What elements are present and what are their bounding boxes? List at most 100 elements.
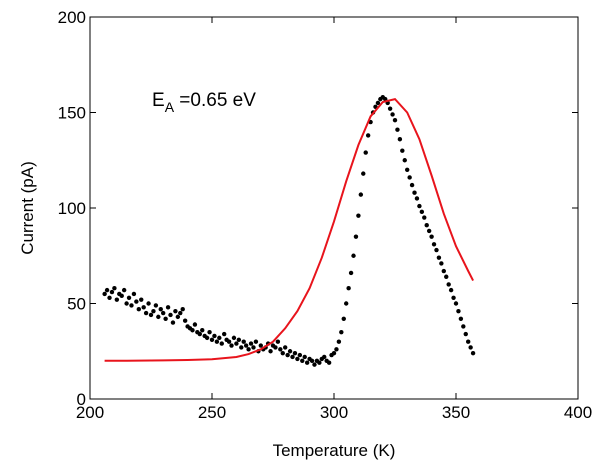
data-point — [470, 350, 476, 356]
data-point — [326, 360, 332, 365]
data-point — [222, 331, 227, 337]
annotation: EA =0.65 eV — [152, 90, 256, 115]
data-point — [456, 308, 461, 314]
data-point — [451, 295, 456, 300]
y-axis-ticks: 0 50 100 150 200 — [58, 8, 578, 409]
annotation-rest: =0.65 eV — [174, 90, 256, 111]
data-point — [268, 349, 273, 354]
x-tick-label: 250 — [198, 403, 226, 422]
data-point — [163, 316, 168, 321]
data-point — [197, 331, 202, 337]
x-tick-label: 400 — [564, 403, 592, 422]
data-point — [339, 329, 344, 335]
data-point — [419, 209, 425, 215]
data-point — [165, 305, 171, 310]
data-point — [180, 307, 185, 312]
data-point — [109, 289, 115, 295]
data-point — [158, 307, 163, 312]
data-point — [204, 335, 210, 341]
data-point — [290, 354, 295, 360]
data-point — [168, 312, 173, 318]
data-point — [353, 234, 359, 239]
data-point — [458, 316, 464, 321]
data-point — [251, 345, 256, 350]
data-point — [414, 196, 420, 201]
plot-frame — [89, 16, 579, 400]
data-point — [344, 301, 349, 306]
x-axis-label: Temperature (K) — [273, 441, 396, 460]
data-point — [248, 341, 254, 346]
data-point — [424, 222, 429, 228]
data-point — [102, 291, 107, 297]
data-point — [309, 358, 315, 363]
data-point — [146, 301, 151, 306]
data-point — [395, 127, 400, 132]
data-point — [241, 339, 246, 344]
data-point — [300, 358, 305, 363]
data-point — [409, 182, 415, 188]
data-point — [200, 328, 205, 333]
data-point — [112, 286, 117, 291]
data-point — [375, 100, 381, 106]
data-point — [175, 314, 181, 320]
data-point — [405, 167, 410, 172]
data-point — [312, 362, 317, 367]
data-point — [441, 268, 446, 274]
data-point — [119, 293, 124, 299]
data-point — [331, 350, 337, 356]
data-point — [397, 137, 403, 142]
data-point — [341, 316, 346, 321]
data-point — [387, 106, 393, 111]
data-point — [161, 310, 166, 316]
data-point — [217, 335, 222, 341]
data-point — [412, 190, 417, 195]
data-point — [219, 341, 224, 346]
fit-curve-line — [104, 97, 474, 362]
data-point — [143, 310, 149, 316]
y-axis-label: Current (pA) — [18, 161, 37, 255]
data-point — [334, 347, 339, 352]
data-point — [226, 339, 232, 344]
data-point — [214, 339, 220, 344]
data-point — [392, 117, 398, 123]
data-point — [129, 303, 134, 308]
data-point — [207, 329, 212, 335]
data-point — [446, 282, 451, 287]
data-point — [136, 307, 141, 312]
data-point — [170, 320, 176, 325]
data-point — [121, 287, 127, 293]
y-tick-label: 0 — [77, 390, 86, 409]
annotation-sub: A — [165, 99, 175, 115]
x-tick-label: 350 — [442, 403, 470, 422]
data-point — [131, 291, 137, 297]
data-point — [304, 360, 310, 365]
data-point — [407, 175, 412, 180]
y-tick-label: 50 — [67, 295, 86, 314]
data-point — [426, 228, 432, 234]
data-point — [258, 343, 263, 348]
data-point — [348, 270, 354, 276]
data-point — [356, 213, 361, 218]
data-point — [417, 203, 422, 209]
data-point — [151, 308, 156, 314]
data-point — [463, 331, 468, 337]
data-point — [363, 150, 368, 155]
data-point — [134, 299, 139, 304]
data-point — [173, 308, 178, 314]
data-point — [287, 349, 293, 354]
data-point — [178, 310, 183, 316]
data-point — [317, 360, 322, 365]
data-point — [400, 148, 405, 153]
data-point — [212, 333, 217, 339]
data-point — [346, 286, 351, 291]
y-tick-label: 100 — [58, 199, 86, 218]
data-point — [107, 295, 112, 300]
data-point — [104, 287, 110, 293]
data-point — [239, 345, 244, 350]
data-point — [422, 215, 427, 220]
data-point — [236, 337, 242, 342]
data-point — [139, 297, 144, 302]
data-point — [302, 354, 307, 360]
data-point — [295, 356, 300, 362]
